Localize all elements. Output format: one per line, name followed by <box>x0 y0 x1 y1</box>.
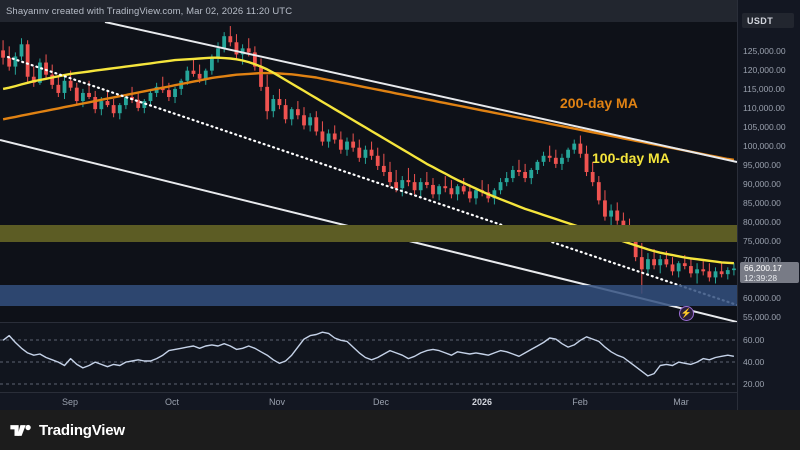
support-zone <box>0 285 737 306</box>
price-axis-tick: 60,000.00 <box>743 293 781 303</box>
tradingview-logo-icon <box>10 424 31 436</box>
rsi-axis-tick: 20.00 <box>743 379 765 389</box>
price-axis-tick: 55,000.00 <box>743 312 781 322</box>
current-price-time: 12:39:28 <box>744 273 778 283</box>
price-axis-tick: 125,000.00 <box>743 46 786 56</box>
mid-dotted-trendline <box>6 55 737 307</box>
rsi-indicator-pane[interactable] <box>0 323 737 392</box>
price-chart-pane[interactable]: 200-day MA 100-day MA ⚡ <box>0 22 737 322</box>
ma100-annotation-label: 100-day MA <box>592 150 670 166</box>
candlestick-series <box>1 26 736 294</box>
price-axis[interactable]: USDT 125,000.00 120,000.00 115,000.00 110,0… <box>737 0 800 410</box>
time-axis-tick: Mar <box>673 397 689 407</box>
time-axis-tick: Sep <box>61 397 79 407</box>
tradingview-brand-label: TradingView <box>39 421 125 439</box>
ma200-line <box>2 71 735 161</box>
price-axis-tick: 105,000.00 <box>743 122 786 132</box>
time-axis[interactable]: Sep Oct Nov Dec 2026 Feb Mar <box>0 392 737 410</box>
chart-header-bar: Shayannv created with TradingView.com, M… <box>0 0 800 22</box>
price-axis-tick: 90,000.00 <box>743 179 781 189</box>
chart-credit-text: Shayannv created with TradingView.com, M… <box>6 5 293 17</box>
current-price-badge: 66,200.17 12:39:28 <box>740 262 799 283</box>
current-price-value: 66,200.17 <box>744 263 782 273</box>
price-axis-tick: 85,000.00 <box>743 198 781 208</box>
price-axis-tick: 75,000.00 <box>743 236 781 246</box>
price-series-svg <box>0 22 737 322</box>
price-axis-tick: 70,000.00 <box>743 255 781 265</box>
price-axis-tick: 95,000.00 <box>743 160 781 170</box>
rsi-line <box>2 331 735 377</box>
time-axis-tick: Feb <box>572 397 588 407</box>
price-axis-tick: 120,000.00 <box>743 65 786 75</box>
time-axis-tick: Dec <box>372 397 390 407</box>
lightning-bolt-icon[interactable]: ⚡ <box>679 306 694 321</box>
rsi-series-svg <box>0 331 737 385</box>
time-axis-tick: Oct <box>164 397 180 407</box>
rsi-axis-tick: 40.00 <box>743 357 765 367</box>
ma200-annotation-label: 200-day MA <box>560 95 638 111</box>
rsi-axis-tick: 60.00 <box>743 335 765 345</box>
resistance-zone <box>0 225 737 242</box>
upper-descending-trendline <box>104 22 737 163</box>
time-axis-tick: 2026 <box>471 397 493 407</box>
price-axis-tick: 115,000.00 <box>743 84 785 94</box>
footer-bar: TradingView <box>0 410 800 450</box>
price-axis-tick: 100,000.00 <box>743 141 786 151</box>
time-axis-tick: Nov <box>268 397 286 407</box>
price-axis-tick: 110,000.00 <box>743 103 785 113</box>
pane-divider <box>0 322 737 323</box>
price-axis-tick: 80,000.00 <box>743 217 781 227</box>
currency-chip: USDT <box>742 13 794 28</box>
